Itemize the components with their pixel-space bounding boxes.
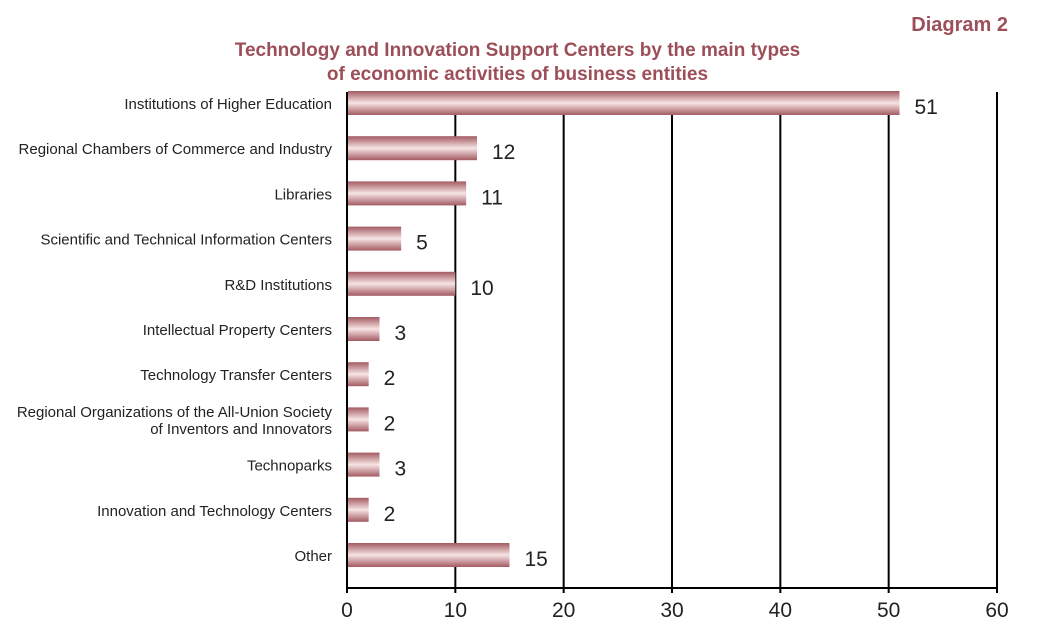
category-label: Scientific and Technical Information Cen… <box>40 232 332 249</box>
bar <box>348 226 402 251</box>
x-tick-label: 50 <box>877 599 900 622</box>
category-label: Intellectual Property Centers <box>143 322 332 339</box>
value-label: 51 <box>915 96 938 119</box>
category-label: Regional Chambers of Commerce and Indust… <box>19 141 333 158</box>
category-label: Libraries <box>274 186 332 203</box>
category-label: R&D Institutions <box>224 277 332 294</box>
chart-title: Technology and Innovation Support Center… <box>150 39 885 87</box>
value-label: 11 <box>481 186 503 209</box>
value-label: 10 <box>470 277 493 300</box>
bar <box>348 497 369 522</box>
x-tick-label: 0 <box>341 599 353 622</box>
bar <box>348 543 510 567</box>
x-tick-label: 40 <box>769 599 792 622</box>
bar <box>348 407 369 432</box>
diagram-label: Diagram 2 <box>911 14 1008 36</box>
value-label: 2 <box>384 503 396 526</box>
bar <box>348 136 477 161</box>
category-label: Other <box>294 548 332 565</box>
value-label: 12 <box>492 141 515 164</box>
category-label: Institutions of Higher Education <box>124 96 332 113</box>
x-tick-label: 30 <box>660 599 683 622</box>
category-label: Innovation and Technology Centers <box>97 503 332 520</box>
value-label: 3 <box>395 458 407 481</box>
value-label: 3 <box>395 322 407 345</box>
bar <box>348 181 467 206</box>
chart-title-line-1: Technology and Innovation Support Center… <box>234 40 801 61</box>
category-label: of Inventors and Innovators <box>150 421 332 438</box>
chart-title-line-2: of economic activities of business entit… <box>326 64 709 85</box>
bar <box>348 452 380 477</box>
category-label: Technology Transfer Centers <box>140 367 332 384</box>
bar <box>348 91 900 115</box>
category-label: Regional Organizations of the All-Union … <box>17 404 333 421</box>
value-label: 5 <box>416 232 428 255</box>
bar <box>348 271 456 296</box>
value-label: 2 <box>384 367 396 390</box>
bar <box>348 362 369 387</box>
value-label: 2 <box>384 412 396 435</box>
value-label: 15 <box>525 548 548 571</box>
x-tick-label: 60 <box>985 599 1008 622</box>
x-tick-label: 20 <box>552 599 575 622</box>
category-label: Technoparks <box>247 458 332 475</box>
x-tick-label: 10 <box>444 599 467 622</box>
bar <box>348 317 380 341</box>
